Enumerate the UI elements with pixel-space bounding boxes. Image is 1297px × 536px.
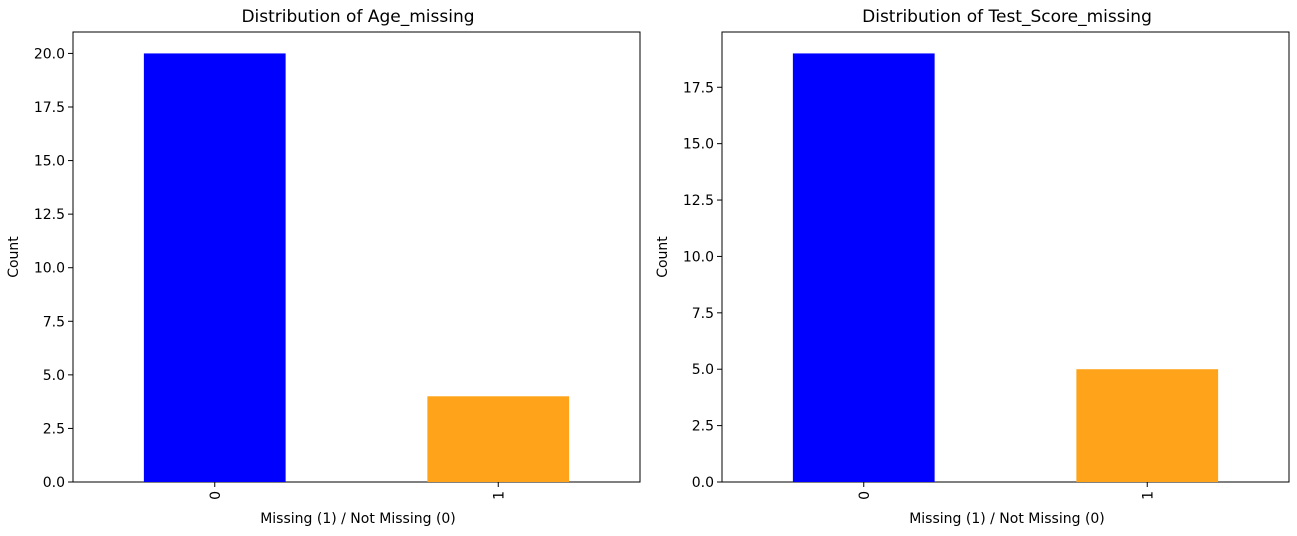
y-tick-label: 17.5: [34, 100, 65, 116]
y-tick-label: 0.0: [43, 475, 65, 491]
y-tick-label: 12.5: [683, 193, 714, 209]
y-tick-label: 20.0: [34, 46, 65, 62]
y-tick-label: 10.0: [34, 261, 65, 277]
plot-frame: [72, 31, 641, 483]
y-tick-label: 2.5: [692, 419, 714, 435]
bar-1: [1076, 369, 1219, 482]
bars-group: [792, 53, 1219, 483]
x-tick-label: 1: [491, 491, 507, 500]
x-tick-label: 0: [857, 491, 873, 500]
y-tick-label: 5.0: [692, 362, 714, 378]
chart-title: Distribution of Test_Score_missing: [862, 7, 1152, 27]
y-tick-label: 15.0: [683, 137, 714, 153]
y-ticks-group: 0.0 2.5 5.0 7.5 10.0 12.5 15.0 17.5 20.0: [34, 46, 73, 491]
x-axis-label: Missing (1) / Not Missing (0): [909, 511, 1105, 527]
chart-panel-test-score-missing: Distribution of Test_Score_missing 0.0 2.…: [655, 7, 1290, 527]
plot-frame: [721, 31, 1290, 483]
y-tick-label: 7.5: [43, 314, 65, 330]
y-axis-label: Count: [655, 236, 671, 278]
y-tick-label: 15.0: [34, 154, 65, 170]
y-tick-label: 12.5: [34, 207, 65, 223]
x-axis-label: Missing (1) / Not Missing (0): [260, 511, 456, 527]
y-tick-label: 10.0: [683, 249, 714, 265]
bar-1: [427, 396, 570, 482]
x-tick-label: 0: [208, 491, 224, 500]
y-axis-label: Count: [6, 236, 22, 278]
chart-panel-age-missing: Distribution of Age_missing 0.0 2.5 5.0 7.5…: [6, 7, 641, 527]
y-ticks-group: 0.0 2.5 5.0 7.5 10.0 12.5 15.0 17.5: [683, 80, 722, 491]
y-tick-label: 17.5: [683, 80, 714, 96]
chart-title: Distribution of Age_missing: [241, 7, 474, 27]
y-tick-label: 0.0: [692, 475, 714, 491]
bar-0: [143, 53, 286, 483]
bar-0: [792, 53, 935, 483]
bars-group: [143, 53, 570, 483]
x-tick-label: 1: [1140, 491, 1156, 500]
y-tick-label: 7.5: [692, 306, 714, 322]
y-tick-label: 2.5: [43, 421, 65, 437]
y-tick-label: 5.0: [43, 368, 65, 384]
